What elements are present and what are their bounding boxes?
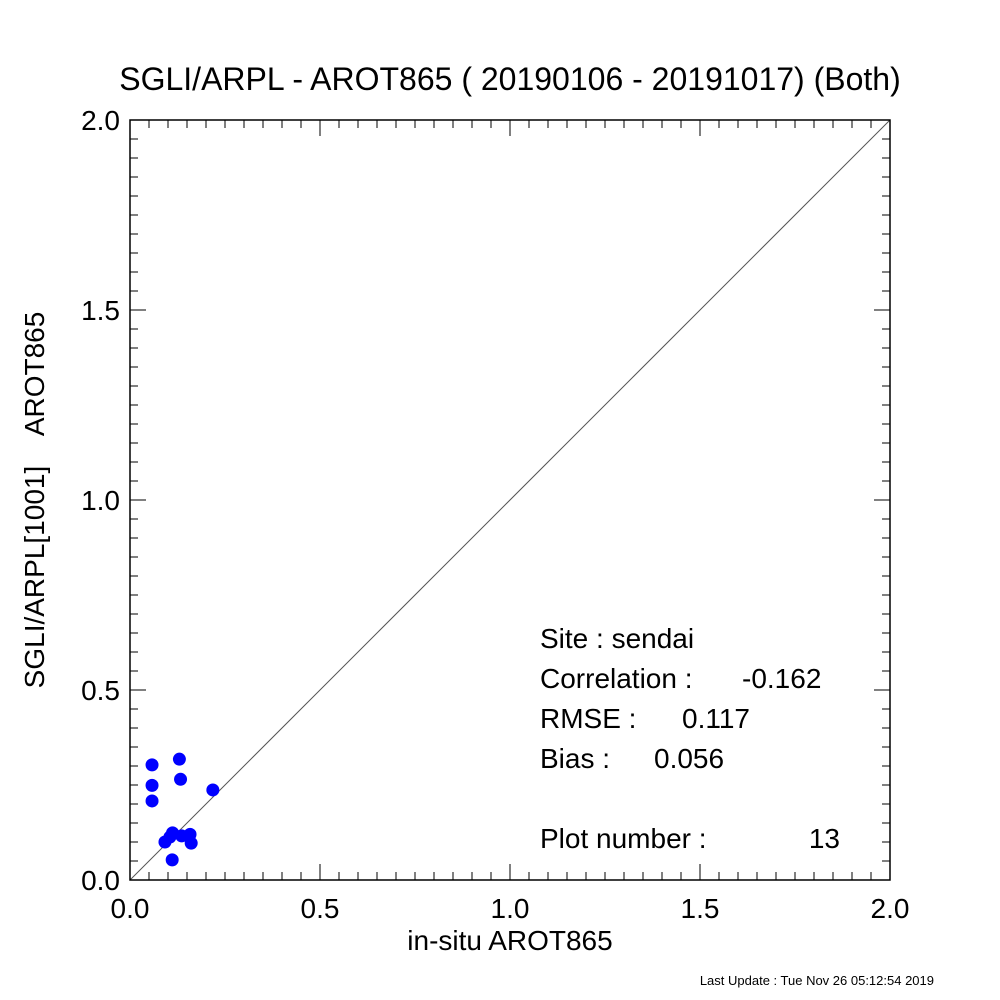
rmse-label: RMSE : xyxy=(540,703,636,734)
data-point xyxy=(174,772,188,786)
x-tick-label: 2.0 xyxy=(871,893,910,924)
data-point xyxy=(145,758,159,772)
data-point xyxy=(145,778,159,792)
y-tick-label: 2.0 xyxy=(81,105,120,136)
correlation-value: -0.162 xyxy=(742,663,821,694)
last-update-text: Last Update : Tue Nov 26 05:12:54 2019 xyxy=(700,973,934,988)
bias-value: 0.056 xyxy=(654,743,724,774)
one-to-one-line xyxy=(129,119,891,881)
axis-ticks xyxy=(129,119,891,881)
x-axis-label: in-situ AROT865 xyxy=(407,925,612,956)
x-tick-label: 0.5 xyxy=(301,893,340,924)
plot-number-value: 13 xyxy=(809,823,840,854)
tick-labels: 0.0 0.5 1.0 1.5 2.0 0.0 0.5 1.0 1.5 2.0 xyxy=(81,105,909,924)
correlation-label: Correlation : xyxy=(540,663,693,694)
bias-label: Bias : xyxy=(540,743,610,774)
data-point xyxy=(206,783,220,797)
data-point xyxy=(145,794,159,808)
chart-title: SGLI/ARPL - AROT865 ( 20190106 - 2019101… xyxy=(119,61,900,97)
plot-number-label: Plot number : xyxy=(540,823,707,854)
stats-panel: Site : sendai Correlation : -0.162 RMSE … xyxy=(540,623,840,854)
data-points xyxy=(145,752,220,867)
y-tick-label: 0.0 xyxy=(81,865,120,896)
y-tick-label: 1.0 xyxy=(81,485,120,516)
plot-frame xyxy=(129,119,891,881)
data-point xyxy=(172,752,186,766)
x-tick-label: 1.5 xyxy=(681,893,720,924)
data-point xyxy=(184,836,198,850)
rmse-value: 0.117 xyxy=(682,703,750,734)
y-tick-label: 0.5 xyxy=(81,675,120,706)
x-tick-label: 1.0 xyxy=(491,893,530,924)
site-label: Site : sendai xyxy=(540,623,694,654)
y-tick-label: 1.5 xyxy=(81,295,120,326)
x-tick-label: 0.0 xyxy=(111,893,150,924)
y-axis-label: SGLI/ARPL[1001] AROT865 xyxy=(19,312,50,689)
data-point xyxy=(165,853,179,867)
